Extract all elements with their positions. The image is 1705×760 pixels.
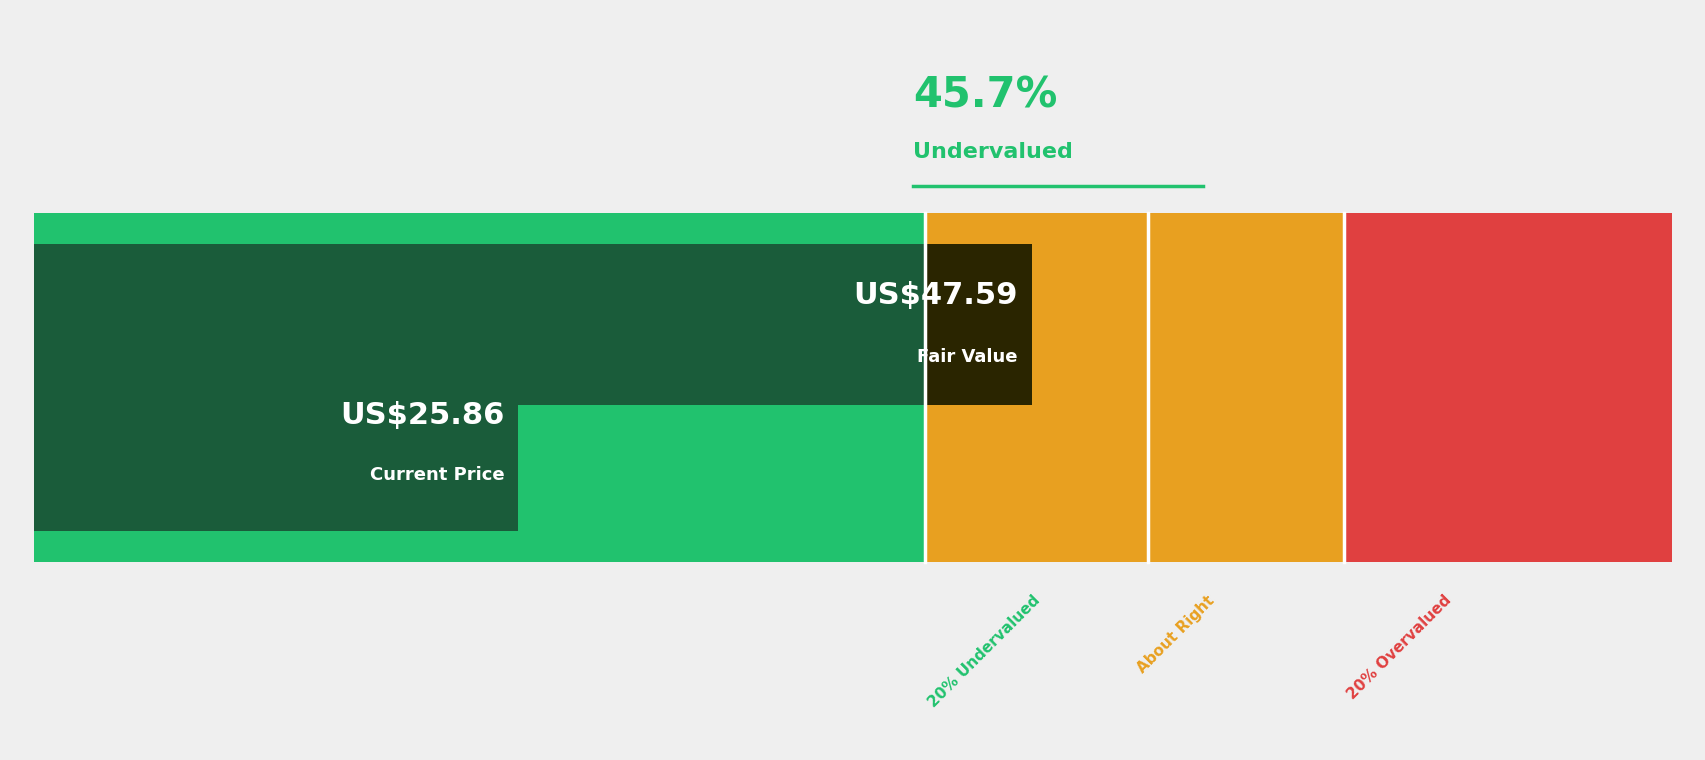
Text: US$47.59: US$47.59 [852, 281, 1018, 310]
Bar [1344, 213, 1671, 562]
Text: 45.7%: 45.7% [912, 74, 1057, 116]
Text: Fair Value: Fair Value [917, 348, 1018, 366]
Bar [34, 370, 518, 531]
Bar [924, 213, 1147, 562]
Text: Current Price: Current Price [370, 466, 505, 483]
Text: US$25.86: US$25.86 [339, 401, 505, 429]
Text: About Right: About Right [1134, 593, 1217, 676]
Text: 20% Undervalued: 20% Undervalued [924, 593, 1042, 711]
Bar [924, 244, 1032, 405]
Text: 20% Overvalued: 20% Overvalued [1344, 593, 1453, 702]
Bar [1147, 213, 1344, 562]
Text: Undervalued: Undervalued [912, 142, 1072, 162]
Bar [34, 213, 924, 562]
Bar [34, 244, 924, 405]
